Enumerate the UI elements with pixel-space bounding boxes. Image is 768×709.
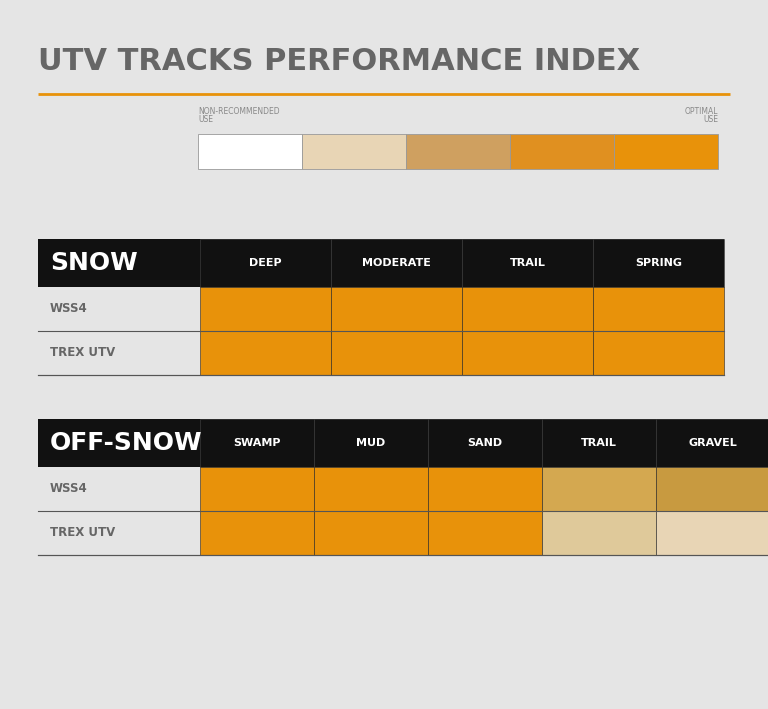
Bar bbox=[38, 511, 200, 555]
Bar bbox=[593, 287, 724, 331]
Text: WSS4: WSS4 bbox=[50, 303, 88, 316]
Bar bbox=[593, 331, 724, 375]
Text: OPTIMAL: OPTIMAL bbox=[684, 107, 718, 116]
Text: SPRING: SPRING bbox=[635, 258, 682, 268]
Bar bbox=[593, 239, 724, 287]
Bar bbox=[314, 511, 428, 555]
Bar bbox=[200, 239, 331, 287]
Bar bbox=[200, 287, 331, 331]
Bar bbox=[302, 134, 406, 169]
Bar bbox=[198, 134, 302, 169]
Text: SAND: SAND bbox=[468, 438, 502, 448]
Text: USE: USE bbox=[703, 115, 718, 124]
Bar bbox=[38, 419, 768, 467]
Bar bbox=[462, 287, 593, 331]
Text: TRAIL: TRAIL bbox=[581, 438, 617, 448]
Text: MODERATE: MODERATE bbox=[362, 258, 431, 268]
Text: TRAIL: TRAIL bbox=[509, 258, 545, 268]
Bar bbox=[428, 467, 542, 511]
Bar bbox=[428, 511, 542, 555]
Bar bbox=[38, 467, 200, 511]
Text: MUD: MUD bbox=[356, 438, 386, 448]
Bar bbox=[38, 239, 724, 287]
Bar bbox=[200, 331, 331, 375]
Bar bbox=[314, 467, 428, 511]
Bar bbox=[38, 287, 200, 331]
Bar bbox=[656, 419, 768, 467]
Text: NON-RECOMMENDED: NON-RECOMMENDED bbox=[198, 107, 280, 116]
Text: GRAVEL: GRAVEL bbox=[689, 438, 737, 448]
Bar bbox=[656, 511, 768, 555]
Text: USE: USE bbox=[198, 115, 213, 124]
Bar bbox=[656, 467, 768, 511]
Bar bbox=[200, 467, 314, 511]
Text: SNOW: SNOW bbox=[50, 251, 137, 275]
Bar bbox=[462, 331, 593, 375]
Text: SWAMP: SWAMP bbox=[233, 438, 281, 448]
Bar bbox=[331, 331, 462, 375]
Bar bbox=[331, 287, 462, 331]
Bar bbox=[614, 134, 718, 169]
Text: UTV TRACKS PERFORMANCE INDEX: UTV TRACKS PERFORMANCE INDEX bbox=[38, 47, 640, 75]
Bar bbox=[314, 419, 428, 467]
Bar bbox=[200, 511, 314, 555]
Bar bbox=[331, 239, 462, 287]
Bar bbox=[510, 134, 614, 169]
Bar bbox=[428, 419, 542, 467]
Text: TREX UTV: TREX UTV bbox=[50, 527, 115, 540]
Bar bbox=[38, 331, 200, 375]
Bar bbox=[542, 419, 656, 467]
Text: DEEP: DEEP bbox=[249, 258, 282, 268]
Bar bbox=[200, 419, 314, 467]
Bar bbox=[406, 134, 510, 169]
Bar bbox=[542, 467, 656, 511]
Bar bbox=[462, 239, 593, 287]
Text: WSS4: WSS4 bbox=[50, 483, 88, 496]
Text: OFF-SNOW: OFF-SNOW bbox=[50, 431, 203, 455]
Text: TREX UTV: TREX UTV bbox=[50, 347, 115, 359]
Bar bbox=[542, 511, 656, 555]
